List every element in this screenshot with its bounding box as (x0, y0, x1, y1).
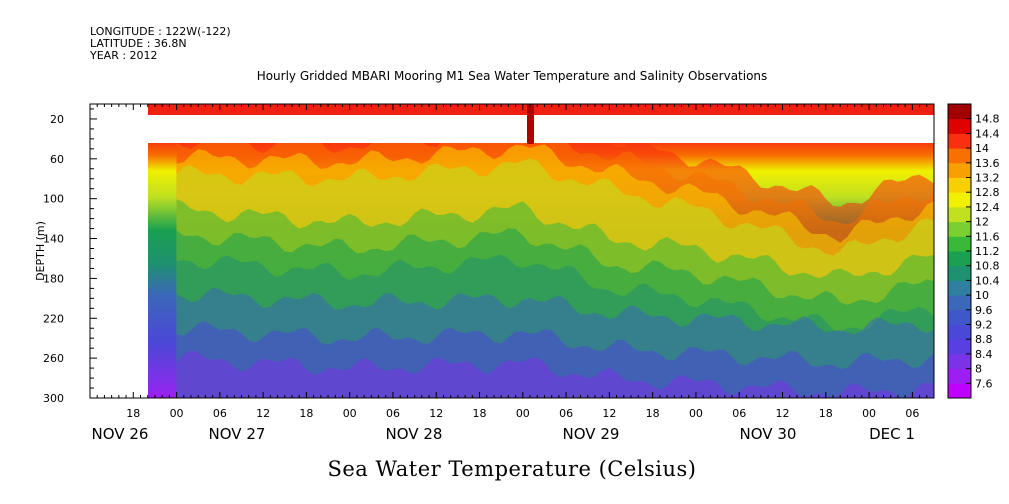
x-hour-label: 06 (386, 407, 400, 420)
colorbar-label: 7.6 (975, 377, 993, 390)
x-hour-label: 12 (776, 407, 790, 420)
colorbar-swatch (948, 104, 971, 120)
colorbar-swatch (948, 383, 971, 399)
x-hour-label: 00 (343, 407, 357, 420)
colorbar-swatch (948, 368, 971, 384)
y-tick-label: 100 (43, 193, 64, 206)
longitude-label: LONGITUDE : 122W(-122) (90, 25, 231, 38)
x-hour-label: 00 (862, 407, 876, 420)
y-tick-label: 260 (43, 352, 64, 365)
x-hour-label: 18 (126, 407, 140, 420)
x-axis: 18 00 06 12 18 00 06 12 18 00 06 12 18 00 06 12 18 00 06 NO… (89, 104, 935, 443)
x-hour-label: 06 (905, 407, 919, 420)
colorbar-swatch (948, 236, 971, 252)
x-day-label: NOV 28 (386, 425, 443, 443)
colorbar-swatch (948, 353, 971, 370)
colorbar-label: 14.8 (975, 113, 1000, 126)
x-hour-label: 06 (732, 407, 746, 420)
plot-frame (89, 103, 935, 399)
x-day-label: NOV 27 (209, 425, 266, 443)
colorbar-label: 11.2 (975, 245, 1000, 258)
colorbar-swatch (948, 177, 971, 193)
colorbar-label: 10.4 (975, 274, 1000, 287)
x-day-label: NOV 29 (563, 425, 620, 443)
colorbar-swatch (948, 221, 971, 237)
colorbar-swatch (948, 339, 971, 355)
x-hour-label: 06 (559, 407, 573, 420)
y-axis-label: DEPTH (m) (34, 221, 47, 281)
colorbar-label: 14 (975, 142, 989, 155)
colorbar-swatch (948, 309, 971, 325)
colorbar-swatch (948, 251, 971, 267)
x-hour-label: 00 (170, 407, 184, 420)
y-tick-label: 140 (43, 233, 64, 246)
colorbar-label: 10.8 (975, 260, 1000, 273)
colorbar-label: 9.2 (975, 319, 993, 332)
colorbar-swatch (948, 192, 971, 208)
x-hour-label: 12 (602, 407, 616, 420)
x-hour-label: 00 (689, 407, 703, 420)
x-day-label: NOV 30 (740, 425, 797, 443)
colorbar-swatch (948, 295, 971, 311)
y-tick-label: 300 (43, 392, 64, 405)
colorbar-swatch (948, 280, 971, 296)
chart-title: Hourly Gridded MBARI Mooring M1 Sea Wate… (257, 69, 768, 83)
colorbar-label: 8 (975, 363, 982, 376)
colorbar-swatch (948, 206, 971, 223)
colorbar-label: 11.6 (975, 230, 1000, 243)
colorbar-label: 14.4 (975, 127, 1000, 140)
colorbar-label: 13.6 (975, 157, 1000, 170)
x-hour-label: 18 (819, 407, 833, 420)
isotherm-layers (176, 138, 934, 398)
colorbar-swatch (948, 133, 971, 149)
colorbar-swatch (948, 118, 971, 134)
colorbar-swatch (948, 265, 971, 281)
heatmap-field (148, 104, 934, 398)
y-tick-label: 60 (50, 153, 64, 166)
colorbar-label: 10 (975, 289, 989, 302)
colorbar-label: 8.8 (975, 333, 993, 346)
y-axis: 20 60 100 140 180 220 260 300 (43, 108, 97, 405)
colorbar-swatch (948, 324, 971, 340)
x-hour-label: 18 (299, 407, 313, 420)
surface-warm-band (148, 104, 934, 115)
x-hour-label: 18 (473, 407, 487, 420)
colorbar-swatch (948, 162, 971, 178)
colorbar-label: 13.2 (975, 172, 1000, 185)
isotherm-band (176, 350, 934, 398)
colorbar-label: 12.8 (975, 186, 1000, 199)
data-gap (148, 115, 934, 143)
x-hour-label: 18 (646, 407, 660, 420)
y-tick-label: 20 (50, 113, 64, 126)
colorbar-label: 12.4 (975, 201, 1000, 214)
x-hour-label: 12 (429, 407, 443, 420)
year-label: YEAR : 2012 (89, 49, 158, 62)
x-hour-label: 00 (516, 407, 530, 420)
colorbar-label: 12 (975, 216, 989, 229)
colorbar-swatch (948, 148, 971, 164)
x-day-label: NOV 26 (92, 425, 149, 443)
x-hour-label: 06 (213, 407, 227, 420)
colorbar: 7.68 8.4 8.89.2 9.6 10 10.410.8 11.2 11.612 12.4… (947, 103, 1000, 399)
latitude-label: LATITUDE : 36.8N (90, 37, 187, 50)
colorbar-label: 8.4 (975, 348, 993, 361)
variable-title: Sea Water Temperature (Celsius) (327, 457, 696, 481)
y-tick-label: 220 (43, 312, 64, 325)
gap-sensor-spike (527, 104, 534, 144)
x-day-label: DEC 1 (869, 425, 915, 443)
x-hour-label: 12 (256, 407, 270, 420)
colorbar-label: 9.6 (975, 304, 993, 317)
y-tick-label: 180 (43, 272, 64, 285)
